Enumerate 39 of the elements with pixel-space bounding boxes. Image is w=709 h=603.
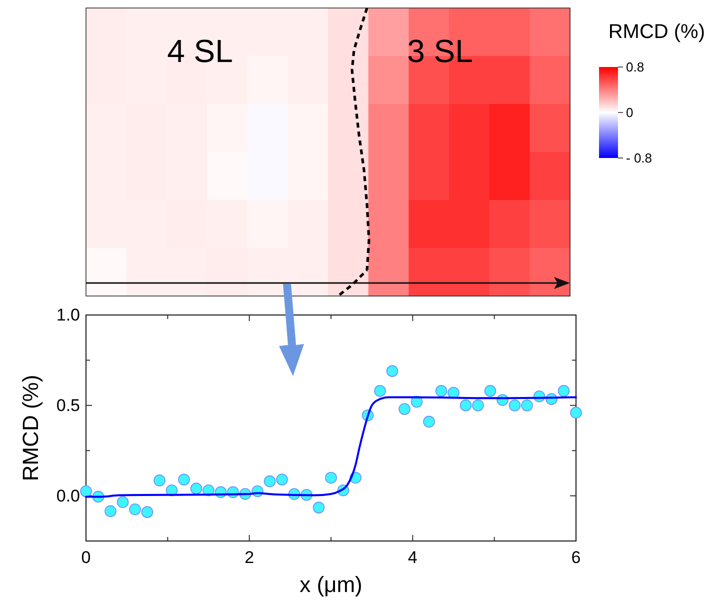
y-tick-label: 0.5 [56,396,80,415]
point [423,416,435,428]
point [129,503,141,516]
point [460,400,472,412]
point [116,496,129,508]
color-bar-title: RMCD (%) [608,21,705,43]
point [558,385,570,397]
point [435,385,448,397]
point [312,502,325,514]
x-tick-label: 4 [408,548,418,567]
point [521,400,533,412]
y-tick-label: 0.0 [56,486,80,506]
point [104,505,116,518]
point [570,406,582,419]
point [374,385,386,397]
point [386,365,398,377]
x-tick-label: 6 [571,548,581,567]
point [276,474,288,486]
point [472,400,484,412]
point [325,472,337,484]
point [154,474,166,486]
x-tick-label: 2 [244,548,254,567]
point [190,482,202,494]
point [398,403,410,415]
annotation: 4 SL [167,33,233,69]
point [178,474,190,486]
point [484,385,496,397]
annotation: 3 SL [407,33,473,69]
point [141,506,154,518]
y-axis-title: RMCD (%) [18,374,43,482]
y-tick-label: 1.0 [56,306,80,324]
color-bar-label: - 0.8 [626,150,652,166]
color-bar-label: 0 [626,105,634,120]
point [264,475,276,488]
x-tick-label: 0 [81,548,91,567]
point [508,400,521,412]
point [80,485,92,498]
color-bar-label: 0.8 [626,60,644,74]
x-axis-title: x (μm) [300,572,362,597]
